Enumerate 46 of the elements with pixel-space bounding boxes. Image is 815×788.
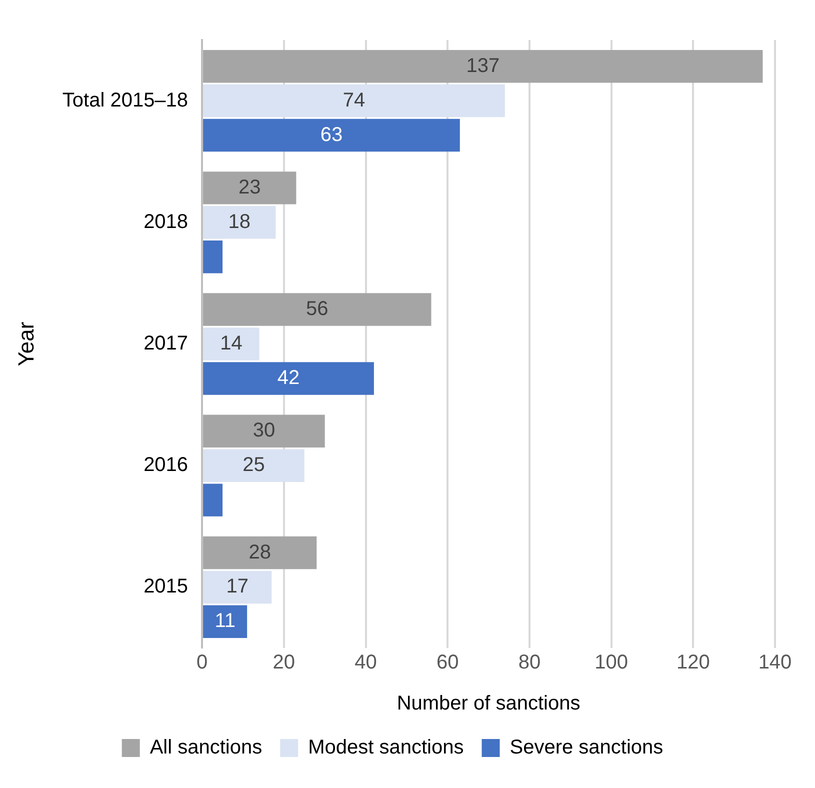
bar [203, 362, 374, 395]
bar [203, 240, 223, 274]
bar [203, 414, 325, 448]
data-label: 28 [248, 541, 271, 564]
y-axis-title: Year [13, 322, 38, 366]
bar [203, 84, 505, 118]
bar [203, 50, 763, 83]
data-label: 74 [342, 89, 366, 112]
data-label: 137 [466, 54, 500, 77]
x-tick-label: 40 [354, 652, 377, 674]
bar [203, 570, 272, 604]
x-tick-label: 140 [758, 652, 792, 674]
bar [203, 206, 276, 239]
y-tick-label: 2015 [144, 576, 188, 598]
x-tick-label: 0 [196, 652, 208, 674]
y-tick-label: Total 2015–18 [62, 89, 188, 112]
x-tick-label: 100 [594, 652, 628, 674]
bar [203, 172, 296, 204]
legend-label: Modest sanctions [308, 736, 464, 759]
y-tick-label: 2018 [144, 210, 188, 233]
x-axis-title: Number of sanctions [396, 692, 580, 715]
bar [203, 328, 260, 360]
data-label: 42 [277, 366, 300, 389]
data-label: 63 [320, 124, 343, 146]
data-label: 25 [242, 454, 265, 476]
bar [203, 118, 460, 152]
x-tick-label: 120 [676, 652, 710, 674]
y-tick-label: 2016 [144, 454, 188, 476]
data-label: 30 [252, 420, 276, 442]
x-tick-label: 60 [436, 652, 459, 674]
bar [203, 449, 304, 482]
bar [203, 293, 432, 326]
y-tick-label: 2017 [144, 332, 188, 355]
data-label: 14 [220, 332, 242, 355]
data-label: 18 [228, 210, 251, 233]
data-label: 23 [238, 176, 261, 198]
x-tick-label: 20 [272, 652, 296, 674]
bar [203, 484, 223, 516]
legend-label: Severe sanctions [510, 736, 664, 759]
bar [203, 536, 317, 570]
legend-label: All sanctions [150, 736, 262, 759]
data-label: 17 [226, 576, 248, 598]
data-label: 11 [214, 610, 236, 632]
data-label: 56 [306, 298, 328, 320]
bar [203, 605, 248, 638]
x-tick-label: 80 [518, 652, 541, 674]
